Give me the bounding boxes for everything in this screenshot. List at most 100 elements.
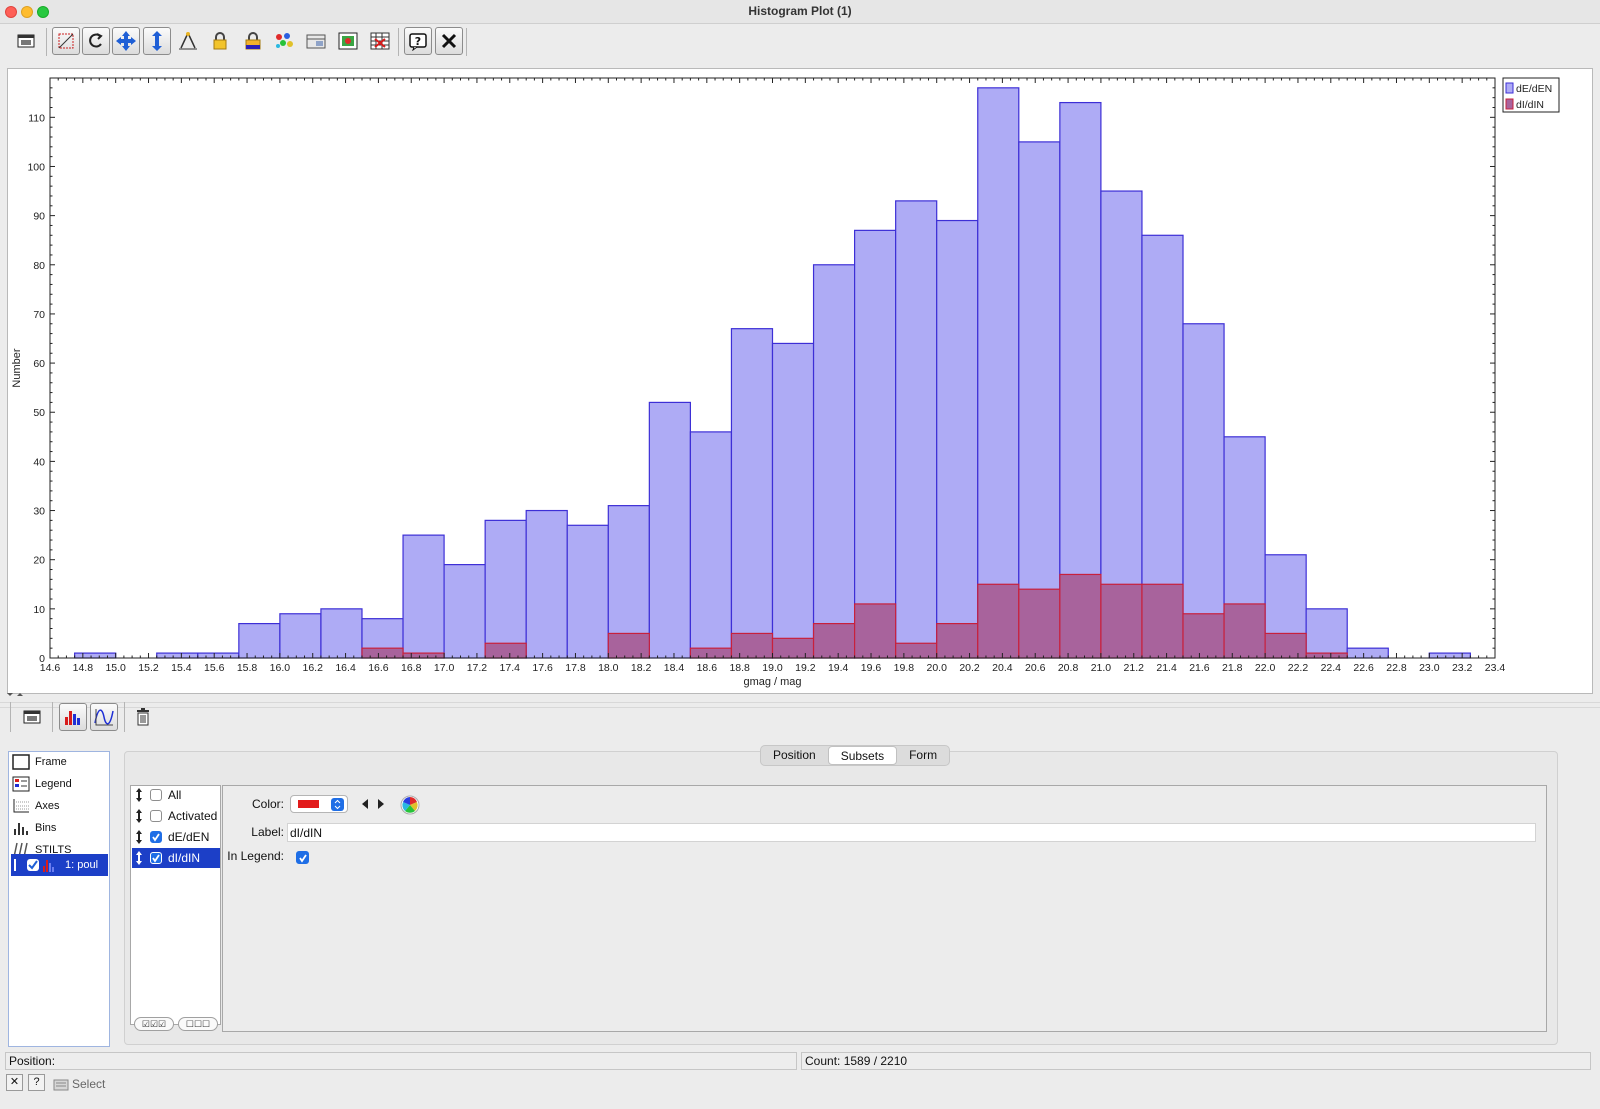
x-tick-label: 17.8: [565, 662, 586, 674]
bar-de-8: [402, 534, 445, 659]
select-all-subsets-button[interactable]: ☑☑☑: [134, 1017, 174, 1031]
x-tick-label: 21.4: [1156, 662, 1177, 674]
x-tick-label: 19.0: [762, 662, 783, 674]
layer-list: Frame Legend Axes Bins STILTS 1: poul: [8, 751, 110, 1047]
label-field[interactable]: dI/dIN: [287, 823, 1536, 842]
image-export-icon[interactable]: [334, 27, 362, 55]
y-tick-label: 100: [27, 161, 45, 173]
layer-stilts[interactable]: STILTS: [11, 840, 71, 860]
subset-di-checkbox[interactable]: [150, 852, 162, 864]
aux-colors-icon[interactable]: [270, 27, 298, 55]
layer-bins[interactable]: Bins: [11, 818, 56, 838]
bar-de-17: [771, 342, 815, 659]
bar-de-23: [1018, 141, 1061, 659]
window-icon[interactable]: [12, 27, 40, 55]
close-window-button[interactable]: [5, 6, 17, 18]
histogram-layer-icon[interactable]: [59, 703, 87, 731]
axis-icon[interactable]: [143, 27, 171, 55]
x-tick-label: 14.8: [73, 662, 94, 674]
histogram-chart[interactable]: 14.6 14.8 15.0 15.2 15.4 15.6 15.8 16.0 16.2 16.4…: [8, 69, 1592, 693]
color-dropdown-arrow[interactable]: [331, 798, 344, 811]
bar-de-6: [320, 608, 363, 659]
close-icon[interactable]: [435, 27, 463, 55]
drag-handle-icon[interactable]: [134, 829, 144, 845]
window-icon[interactable]: [18, 703, 46, 731]
x-tick-label: 20.0: [926, 662, 947, 674]
y-tick-label: 50: [33, 407, 45, 419]
y-tick-label: 80: [33, 260, 45, 272]
x-tick-label: 23.0: [1419, 662, 1440, 674]
replot-icon[interactable]: [82, 27, 110, 55]
delete-icon[interactable]: [129, 703, 157, 731]
drag-handle-icon[interactable]: [134, 787, 144, 803]
bar-di-7: [361, 647, 404, 659]
tab-form[interactable]: Form: [909, 748, 938, 762]
layer-frame[interactable]: Frame: [11, 752, 67, 772]
bar-de-10: [484, 519, 527, 659]
color-wheel-icon[interactable]: [400, 795, 420, 815]
legend-swatch: [1505, 82, 1514, 94]
navigate-icon[interactable]: [112, 27, 140, 55]
label-label: Label:: [251, 825, 284, 839]
measure-icon[interactable]: [174, 27, 202, 55]
bar-de-21: [936, 219, 979, 659]
function-layer-icon[interactable]: [90, 703, 118, 731]
bar-de-11: [525, 509, 568, 659]
legend-label: dE/dEN: [1516, 83, 1552, 95]
tab-position[interactable]: Position: [773, 748, 816, 762]
lock-icon[interactable]: [206, 27, 234, 55]
minimize-window-button[interactable]: [21, 6, 33, 18]
layer-histogram-selected[interactable]: 1: poul: [11, 854, 108, 876]
help-icon[interactable]: ?: [404, 27, 432, 55]
cancel-icon[interactable]: ✕: [6, 1074, 23, 1091]
tab-subsets[interactable]: Subsets: [827, 746, 898, 765]
plot-panel[interactable]: 14.6 14.8 15.0 15.2 15.4 15.6 15.8 16.0 16.2 16.4…: [7, 68, 1593, 694]
x-tick-label: 18.6: [697, 662, 718, 674]
x-tick-label: 21.8: [1222, 662, 1243, 674]
bar-de-4: [238, 622, 281, 659]
table-export-icon[interactable]: [366, 27, 394, 55]
subset-item-de[interactable]: dE/dEN: [132, 827, 220, 847]
subset-activated-checkbox[interactable]: [150, 810, 162, 822]
lock-colors-icon[interactable]: [238, 27, 266, 55]
layer-histogram-label: 1: poul: [65, 859, 99, 871]
zoom-window-button[interactable]: [37, 6, 49, 18]
subset-de-checkbox[interactable]: [150, 831, 162, 843]
y-tick-label: 60: [33, 358, 45, 370]
x-tick-label: 19.4: [828, 662, 849, 674]
bar-de-24: [1059, 101, 1102, 659]
export-icon[interactable]: [302, 27, 330, 55]
bar-de-5: [279, 613, 322, 659]
y-tick-label: 20: [33, 555, 45, 567]
subset-item-activated[interactable]: Activated: [132, 806, 220, 826]
drag-handle-icon[interactable]: [134, 808, 144, 824]
deselect-all-subsets-button[interactable]: ☐☐☐: [178, 1017, 218, 1031]
subset-all-checkbox[interactable]: [150, 789, 162, 801]
x-tick-label: 15.6: [204, 662, 225, 674]
bar-de-2: [156, 652, 199, 659]
color-selector[interactable]: [290, 795, 348, 813]
help-icon[interactable]: ?: [28, 1074, 45, 1091]
x-tick-label: 16.6: [368, 662, 389, 674]
bar-de-0: [74, 652, 117, 659]
x-tick-label: 22.0: [1255, 662, 1276, 674]
previous-color-icon[interactable]: [359, 797, 371, 811]
subset-item-all[interactable]: All: [132, 785, 220, 805]
drag-handle-icon[interactable]: [134, 850, 144, 866]
in-legend-checkbox[interactable]: [296, 851, 309, 864]
x-tick-label: 17.2: [467, 662, 488, 674]
subset-item-di[interactable]: dI/dIN: [132, 848, 220, 868]
panel-splitter[interactable]: [0, 693, 1600, 708]
layer-axes[interactable]: Axes: [11, 796, 59, 816]
bar-di-17: [771, 637, 815, 659]
x-tick-label: 15.0: [105, 662, 126, 674]
bar-de-13: [607, 505, 650, 659]
rescale-icon[interactable]: [52, 27, 80, 55]
next-color-icon[interactable]: [375, 797, 387, 811]
x-tick-label: 18.0: [598, 662, 619, 674]
layer-toolbar: [0, 702, 200, 736]
layer-legend[interactable]: Legend: [11, 774, 72, 794]
x-tick-label: 21.6: [1189, 662, 1210, 674]
in-legend-label: In Legend:: [227, 849, 284, 863]
